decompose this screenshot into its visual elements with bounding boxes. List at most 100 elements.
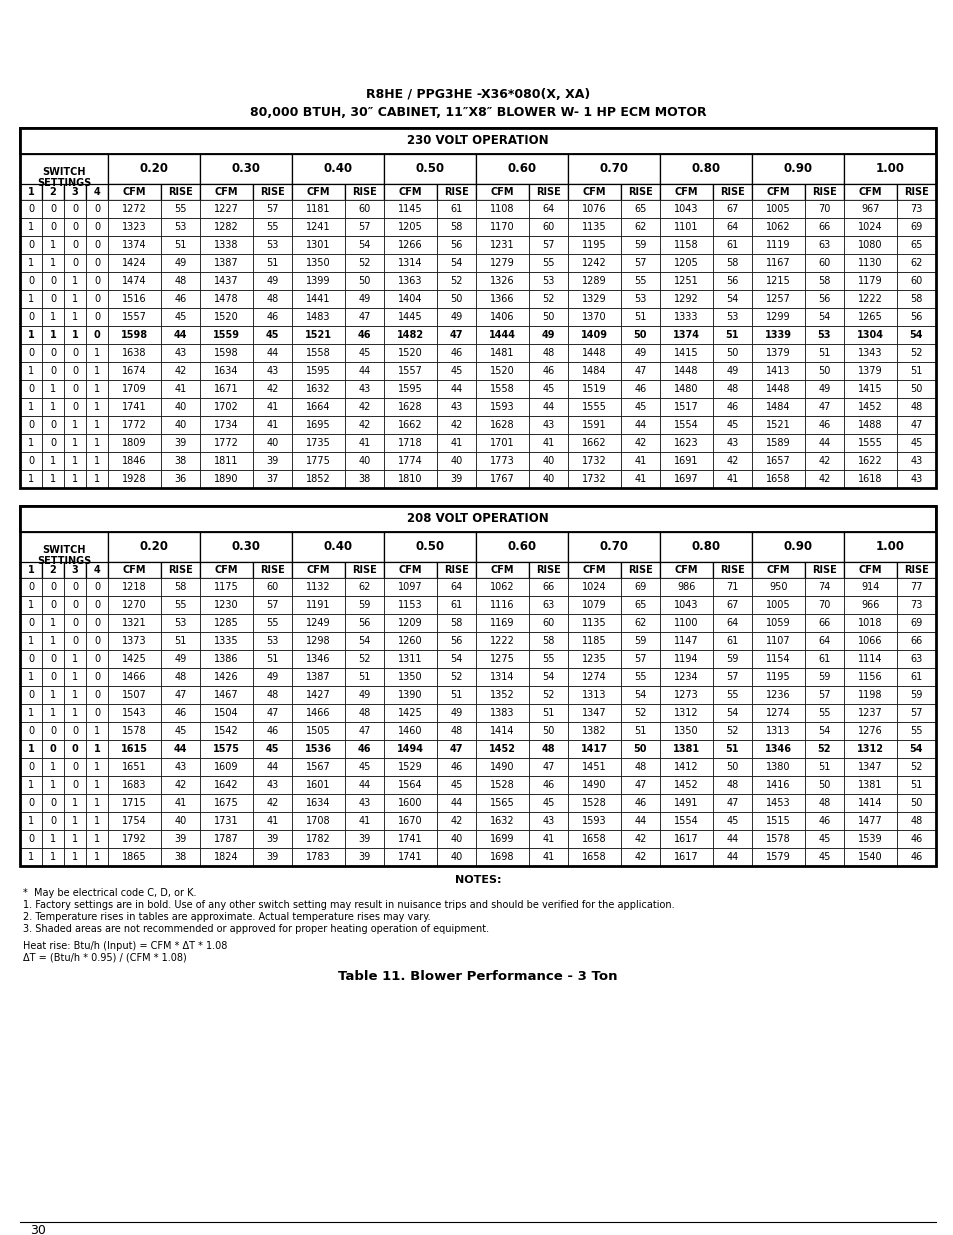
Text: 0: 0 [71,743,78,755]
Bar [528,811,567,830]
Bar [528,632,567,650]
Text: 1313: 1313 [581,690,606,700]
Bar [751,722,804,740]
Bar [567,154,659,184]
Text: 1167: 1167 [765,258,790,268]
Text: RISE: RISE [260,564,285,576]
Text: CFM: CFM [490,186,514,198]
Text: 39: 39 [358,834,370,844]
Bar [896,848,935,866]
Text: 1413: 1413 [765,366,790,375]
Bar [843,254,896,272]
Bar [567,380,620,398]
Bar [804,236,843,254]
Bar [20,200,935,219]
Bar [86,345,108,362]
Bar [896,632,935,650]
Bar [712,308,751,326]
Text: 58: 58 [909,294,922,304]
Bar [86,740,108,758]
Bar [345,471,384,488]
Text: 67: 67 [725,204,738,214]
Bar [436,614,476,632]
Text: 1466: 1466 [122,672,147,682]
Bar [567,219,620,236]
Text: 1: 1 [93,348,100,358]
Bar [659,272,712,290]
Bar [528,236,567,254]
Text: 1: 1 [71,474,78,484]
Bar [200,668,253,685]
Text: Table 11. Blower Performance - 3 Ton: Table 11. Blower Performance - 3 Ton [338,969,618,983]
Bar [436,272,476,290]
Text: 1414: 1414 [490,726,515,736]
Bar [712,562,751,578]
Bar [528,184,567,200]
Bar [20,562,42,578]
Text: 1: 1 [71,312,78,322]
Bar [161,704,200,722]
Text: 42: 42 [174,366,187,375]
Text: 65: 65 [634,600,646,610]
Bar [253,830,292,848]
Bar [896,219,935,236]
Text: 1557: 1557 [397,366,422,375]
Bar [436,184,476,200]
Bar [42,811,64,830]
Text: 1540: 1540 [858,852,882,862]
Text: 0: 0 [50,438,56,448]
Text: 51: 51 [541,708,554,718]
Text: 1222: 1222 [490,636,515,646]
Text: 0.40: 0.40 [323,163,353,175]
Bar [253,668,292,685]
Bar [20,290,935,308]
Text: 1425: 1425 [397,708,422,718]
Text: 51: 51 [818,762,830,772]
Text: CFM: CFM [582,564,605,576]
Text: CFM: CFM [766,186,789,198]
Bar [292,345,345,362]
Bar [108,704,161,722]
Text: 0: 0 [50,816,56,826]
Text: 41: 41 [266,403,278,412]
Text: 0: 0 [28,726,34,736]
Text: RISE: RISE [168,186,193,198]
Bar [567,345,620,362]
Text: 1: 1 [93,762,100,772]
Text: 1: 1 [50,384,56,394]
Bar [200,200,253,219]
Bar [476,562,528,578]
Text: CFM: CFM [123,186,146,198]
Text: 1387: 1387 [213,258,238,268]
Bar [476,326,528,345]
Bar [804,219,843,236]
Text: 1: 1 [93,781,100,790]
Text: 51: 51 [450,690,462,700]
Text: 1: 1 [28,403,34,412]
Bar [253,722,292,740]
Bar [751,326,804,345]
Bar [528,416,567,433]
Text: 45: 45 [725,420,738,430]
Text: 1474: 1474 [122,275,147,287]
Bar [20,650,935,668]
Text: 1595: 1595 [397,384,422,394]
Text: 1772: 1772 [213,438,238,448]
Bar [620,794,659,811]
Text: 1: 1 [28,672,34,682]
Text: 1370: 1370 [581,312,606,322]
Text: 49: 49 [541,330,555,340]
Text: 55: 55 [818,708,830,718]
Bar [436,345,476,362]
Text: 51: 51 [725,330,739,340]
Bar [345,758,384,776]
Text: 0: 0 [93,294,100,304]
Text: 1158: 1158 [674,240,698,249]
Text: 1: 1 [28,294,34,304]
Bar [20,471,935,488]
Bar [804,416,843,433]
Text: 45: 45 [818,852,830,862]
Bar [476,433,528,452]
Bar [620,758,659,776]
Text: 0: 0 [93,258,100,268]
